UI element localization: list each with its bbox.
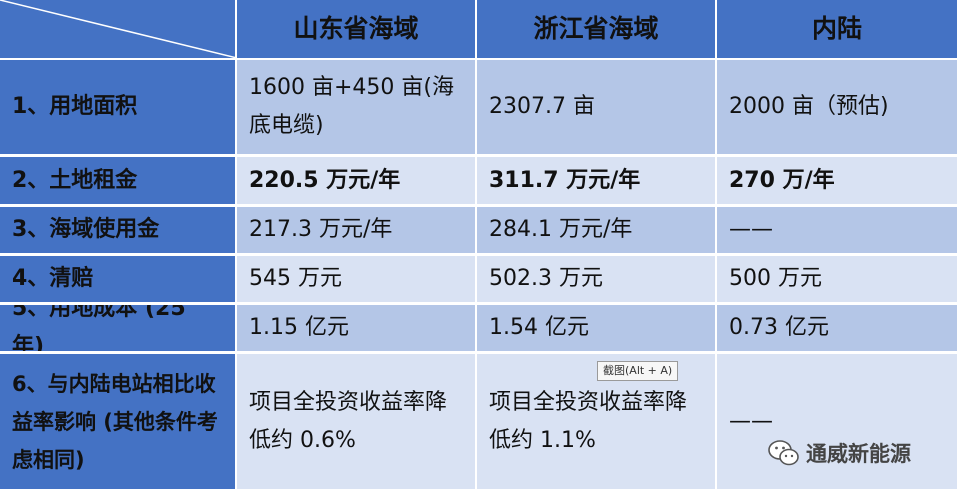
cell-inland-return-impact: —— <box>717 354 957 489</box>
cell-shandong-compensation: 545 万元 <box>237 256 477 302</box>
table-row-compensation: 4、清赔 545 万元 502.3 万元 500 万元 <box>0 256 957 302</box>
cell-zhejiang-sea-use-fee: 284.1 万元/年 <box>477 207 717 253</box>
row-label-land-cost: 5、用地成本 (25 年) <box>0 305 237 351</box>
table-row-land-area: 1、用地面积 1600 亩+450 亩(海底电缆) 2307.7 亩 2000 … <box>0 60 957 154</box>
cell-shandong-land-cost: 1.15 亿元 <box>237 305 477 351</box>
cell-inland-compensation: 500 万元 <box>717 256 957 302</box>
cell-zhejiang-land-rent: 311.7 万元/年 <box>477 157 717 204</box>
table-row-land-cost: 5、用地成本 (25 年) 1.15 亿元 1.54 亿元 0.73 亿元 <box>0 305 957 351</box>
screenshot-tooltip: 截图(Alt + A) <box>597 361 679 381</box>
cell-inland-sea-use-fee: —— <box>717 207 957 253</box>
table-header-row: 山东省海域 浙江省海域 内陆 <box>0 0 957 58</box>
watermark-text: 通威新能源 <box>806 442 911 466</box>
row-label-compensation: 4、清赔 <box>0 256 237 302</box>
cell-shandong-land-area: 1600 亩+450 亩(海底电缆) <box>237 60 477 154</box>
watermark: 通威新能源 <box>768 438 911 468</box>
cell-zhejiang-land-area: 2307.7 亩 <box>477 60 717 154</box>
cell-inland-land-rent: 270 万/年 <box>717 157 957 204</box>
wechat-icon <box>768 440 799 466</box>
cell-shandong-return-impact: 项目全投资收益率降低约 0.6% <box>237 354 477 489</box>
table-row-land-rent: 2、土地租金 220.5 万元/年 311.7 万元/年 270 万/年 <box>0 157 957 204</box>
cell-shandong-land-rent: 220.5 万元/年 <box>237 157 477 204</box>
header-diagonal-line <box>0 0 237 58</box>
cell-zhejiang-return-impact: 项目全投资收益率降低约 1.1% <box>477 354 717 489</box>
row-label-land-area: 1、用地面积 <box>0 60 237 154</box>
header-shandong: 山东省海域 <box>237 0 477 58</box>
row-label-land-rent: 2、土地租金 <box>0 157 237 204</box>
table-row-return-impact: 6、与内陆电站相比收益率影响 (其他条件考虑相同) 项目全投资收益率降低约 0.… <box>0 354 957 489</box>
header-zhejiang: 浙江省海域 <box>477 0 717 58</box>
cell-zhejiang-compensation: 502.3 万元 <box>477 256 717 302</box>
cell-zhejiang-land-cost: 1.54 亿元 <box>477 305 717 351</box>
cell-inland-land-area: 2000 亩（预估) <box>717 60 957 154</box>
header-corner-cell <box>0 0 237 58</box>
cell-shandong-sea-use-fee: 217.3 万元/年 <box>237 207 477 253</box>
row-label-sea-use-fee: 3、海域使用金 <box>0 207 237 253</box>
row-label-return-impact: 6、与内陆电站相比收益率影响 (其他条件考虑相同) <box>0 354 237 489</box>
cell-inland-land-cost: 0.73 亿元 <box>717 305 957 351</box>
header-inland: 内陆 <box>811 14 862 43</box>
table-row-sea-use-fee: 3、海域使用金 217.3 万元/年 284.1 万元/年 —— <box>0 207 957 253</box>
